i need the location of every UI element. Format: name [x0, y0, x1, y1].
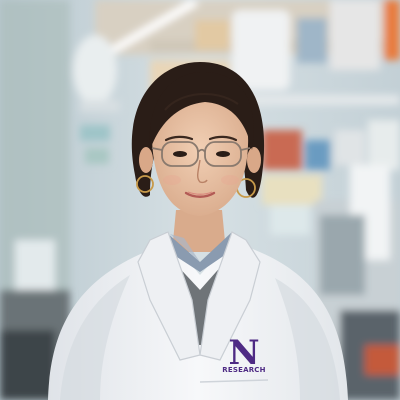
ear-left — [139, 147, 153, 173]
coat-lapel-left — [138, 232, 200, 360]
emblem-letter: N — [228, 333, 259, 373]
earring-left — [136, 175, 154, 193]
eyebrow-right — [208, 135, 238, 142]
eye-right — [216, 151, 230, 157]
coat-lapel-right — [200, 232, 260, 360]
eye-left — [173, 151, 187, 157]
glasses — [151, 141, 251, 167]
emblem-text: RESEARCH — [222, 366, 266, 374]
nose — [197, 159, 208, 184]
hair-fringe — [149, 72, 254, 150]
face — [151, 95, 249, 216]
mouth — [184, 191, 216, 198]
ear-right — [247, 147, 261, 173]
eyebrow-left — [164, 135, 194, 142]
